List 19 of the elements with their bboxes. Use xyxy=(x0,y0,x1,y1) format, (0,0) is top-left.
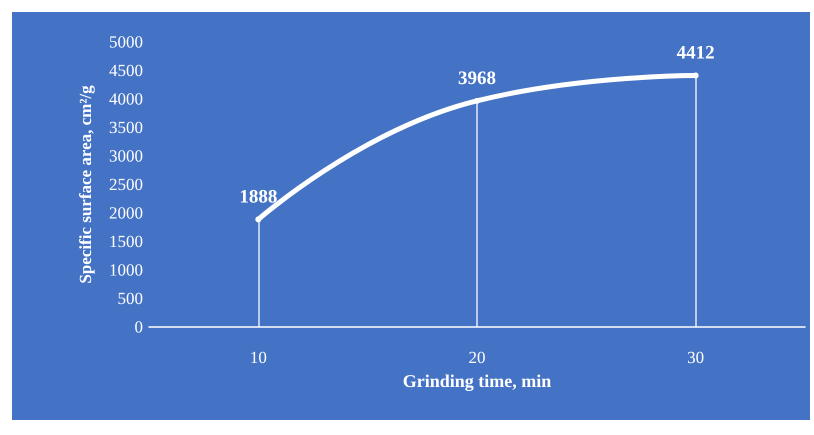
y-tick-label: 0 xyxy=(134,318,143,336)
y-axis-title: Specific surface area, cm²/g xyxy=(76,84,95,284)
y-tick-label: 2500 xyxy=(109,175,143,194)
x-tick-label: 10 xyxy=(250,348,267,367)
x-axis-title: Grinding time, min xyxy=(402,371,552,391)
data-label: 4412 xyxy=(676,42,715,64)
y-tick-label: 5000 xyxy=(109,32,143,52)
y-tick-label: 3000 xyxy=(109,146,143,166)
y-tick-label: 4500 xyxy=(109,61,143,80)
y-tick-label: 3500 xyxy=(109,118,143,137)
x-tick-label: 20 xyxy=(468,348,486,367)
y-tick-label: 1000 xyxy=(109,260,143,280)
y-tick-label: 4000 xyxy=(109,90,143,108)
data-label: 1888 xyxy=(239,186,278,208)
data-label: 3968 xyxy=(458,68,496,89)
y-tick-label: 500 xyxy=(118,289,143,308)
y-tick-label: 2000 xyxy=(109,204,143,222)
y-tick-label: 1500 xyxy=(109,232,143,251)
x-tick-label: 30 xyxy=(687,348,704,367)
